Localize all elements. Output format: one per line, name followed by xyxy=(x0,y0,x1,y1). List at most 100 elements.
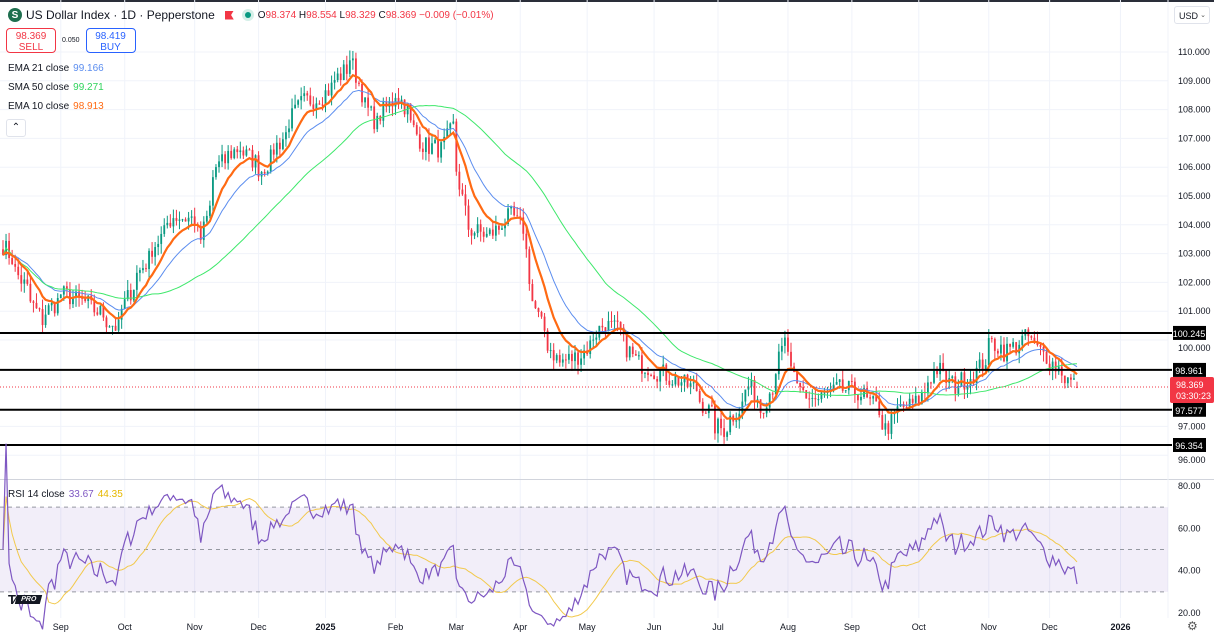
time-axis-label: Apr xyxy=(513,622,527,632)
candle xyxy=(2,240,4,256)
candle xyxy=(123,291,126,309)
candle-body xyxy=(488,229,491,234)
candle xyxy=(72,290,74,309)
candle xyxy=(114,317,117,332)
candle xyxy=(592,331,595,348)
candle xyxy=(844,390,847,394)
buy-button[interactable]: 98.419 BUY xyxy=(85,28,136,53)
candle xyxy=(455,118,458,176)
candle-body xyxy=(440,142,443,158)
flag-icon[interactable] xyxy=(224,10,234,20)
candle xyxy=(59,294,62,299)
candle-body xyxy=(735,420,738,422)
candle-body xyxy=(920,391,923,405)
candle xyxy=(239,141,242,159)
candle xyxy=(145,263,147,273)
candle xyxy=(814,388,817,407)
candle xyxy=(403,99,406,118)
candle xyxy=(431,133,433,155)
legend-sma50[interactable]: SMA 50 close 99.271 xyxy=(8,82,104,93)
candle-body xyxy=(403,99,406,115)
collapse-legend-button[interactable]: ⌃ xyxy=(6,119,26,137)
price-axis-label: 110.000 xyxy=(1178,47,1210,57)
candle-body xyxy=(628,346,631,358)
candle xyxy=(291,98,293,132)
candle-body xyxy=(668,380,671,385)
candle-body xyxy=(631,346,634,355)
candle xyxy=(446,120,449,137)
symbol-title[interactable]: US Dollar Index · 1D · Pepperstone xyxy=(26,8,215,22)
candle xyxy=(942,353,945,372)
candle xyxy=(805,390,808,399)
candle-body xyxy=(637,355,640,357)
sma50-label: SMA 50 close xyxy=(8,82,70,93)
candle-body xyxy=(294,104,296,109)
legend-ema21[interactable]: EMA 21 close 99.166 xyxy=(8,63,104,74)
candle-body xyxy=(415,125,418,135)
candle-body xyxy=(759,399,762,413)
candle-body xyxy=(458,171,461,190)
candle xyxy=(981,353,984,378)
tradingview-logo[interactable]: T∕ PRO xyxy=(8,592,43,607)
candle xyxy=(826,386,829,399)
candle-body xyxy=(494,225,497,236)
candle-body xyxy=(2,249,4,256)
candle xyxy=(534,299,537,310)
candle xyxy=(990,335,993,343)
candle-body xyxy=(689,383,692,388)
candle-body xyxy=(59,294,62,298)
candle-body xyxy=(473,233,476,236)
candle xyxy=(726,430,729,441)
candle-body xyxy=(248,149,251,151)
candle xyxy=(69,282,71,310)
candle xyxy=(300,87,303,110)
candle-body xyxy=(604,327,607,332)
buy-price: 98.419 xyxy=(95,31,126,42)
rsi-line xyxy=(2,443,1078,630)
candle xyxy=(215,164,217,180)
candle-body xyxy=(400,99,403,103)
candle xyxy=(835,373,838,385)
candle xyxy=(5,233,7,260)
candle-body xyxy=(230,150,233,159)
candle-body xyxy=(574,352,576,362)
legend-rsi[interactable]: RSI 14 close 33.67 44.35 xyxy=(8,489,123,500)
candle-body xyxy=(178,219,181,221)
candle-body xyxy=(936,370,938,375)
candle-body xyxy=(802,386,805,391)
candle xyxy=(470,228,473,245)
price-axis-label: 108.000 xyxy=(1178,105,1211,115)
time-axis-label: Mar xyxy=(449,622,465,632)
legend-ema10[interactable]: EMA 10 close 98.913 xyxy=(8,101,104,112)
candle-body xyxy=(449,123,452,129)
settings-gear-icon[interactable]: ⚙ xyxy=(1187,619,1198,633)
candle-body xyxy=(96,312,99,315)
rsi-axis-label: 40.00 xyxy=(1178,566,1201,576)
candle-body xyxy=(674,375,677,385)
candle-body xyxy=(780,345,783,352)
time-axis-label: Nov xyxy=(187,622,204,632)
candle xyxy=(178,211,181,230)
candle xyxy=(233,147,236,160)
candle-body xyxy=(348,60,351,74)
candle-body xyxy=(720,418,722,429)
candle-body xyxy=(878,401,881,416)
candle-body xyxy=(269,149,272,172)
candle xyxy=(613,314,616,330)
candle-body xyxy=(996,350,999,354)
candle-body xyxy=(11,258,14,265)
candle-body xyxy=(857,394,859,401)
currency-dropdown[interactable]: USD ⌄ xyxy=(1174,6,1210,24)
candle-body xyxy=(412,120,415,126)
candle xyxy=(720,411,722,436)
candle-body xyxy=(373,106,376,130)
candle xyxy=(288,119,290,139)
candle-body xyxy=(312,104,315,109)
sell-button[interactable]: 98.369 SELL xyxy=(6,28,56,53)
candle xyxy=(498,224,500,235)
candle-body xyxy=(1015,342,1018,354)
candle xyxy=(574,345,576,371)
candle-body xyxy=(522,217,525,234)
candle-body xyxy=(771,393,774,395)
